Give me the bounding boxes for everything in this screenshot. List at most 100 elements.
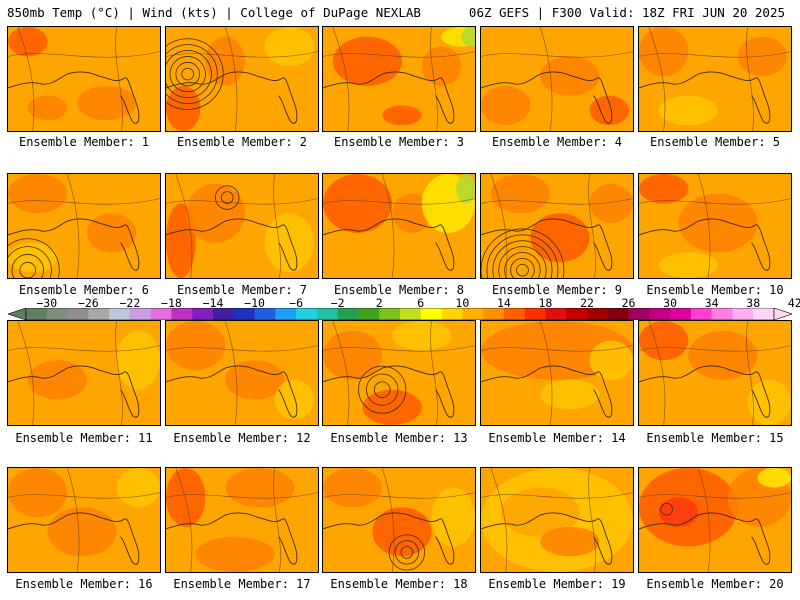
temperature-shading bbox=[116, 468, 160, 508]
temperature-shading bbox=[323, 174, 393, 233]
colorbar-tick-label: 30 bbox=[663, 296, 678, 310]
ensemble-panel-9 bbox=[480, 173, 634, 279]
temperature-shading bbox=[658, 95, 718, 126]
closed-contour bbox=[358, 365, 407, 414]
ensemble-panel-16 bbox=[7, 467, 161, 573]
coastline bbox=[166, 365, 298, 418]
colorbar-segment bbox=[379, 308, 401, 320]
temperature-shading bbox=[421, 46, 462, 86]
temperature-shading bbox=[639, 174, 689, 204]
temperature-shading bbox=[323, 468, 383, 508]
temperature-shading bbox=[225, 468, 295, 508]
temperature-shading bbox=[481, 85, 531, 126]
closed-contour bbox=[481, 228, 565, 278]
ensemble-panel-19 bbox=[480, 467, 634, 573]
ensemble-panel-5 bbox=[638, 26, 792, 132]
temperature-shading bbox=[166, 468, 206, 527]
height-contour bbox=[332, 27, 350, 131]
ensemble-member-label: Ensemble Member: 3 bbox=[333, 135, 465, 149]
temperature-shading bbox=[27, 360, 87, 400]
ensemble-member-label: Ensemble Member: 20 bbox=[646, 577, 784, 591]
temperature-map bbox=[639, 321, 791, 425]
ensemble-panel-3 bbox=[322, 26, 476, 132]
height-contour bbox=[323, 51, 475, 58]
colorbar-segment bbox=[503, 308, 526, 320]
colorbar-segment bbox=[670, 308, 692, 320]
colorbar-segment bbox=[711, 308, 733, 320]
closed-contour bbox=[166, 44, 218, 104]
colorbar-segment bbox=[316, 308, 339, 320]
colorbar-segment bbox=[524, 308, 546, 320]
colorbar-tick-label: 34 bbox=[704, 296, 719, 310]
closed-contour bbox=[11, 254, 44, 278]
ensemble-panel-13 bbox=[322, 320, 476, 426]
colorbar-segment bbox=[441, 308, 463, 320]
closed-contour bbox=[181, 67, 195, 81]
temperature-map bbox=[481, 27, 633, 131]
closed-contour bbox=[366, 373, 399, 406]
ensemble-member-label: Ensemble Member: 5 bbox=[649, 135, 781, 149]
height-contour bbox=[224, 321, 238, 425]
ensemble-panel-7 bbox=[165, 173, 319, 279]
closed-contour bbox=[400, 546, 414, 559]
closed-contour bbox=[486, 234, 559, 278]
height-contour bbox=[381, 174, 395, 278]
coastline bbox=[323, 218, 455, 271]
temperature-map bbox=[166, 174, 318, 278]
height-contour bbox=[66, 174, 80, 278]
coastline bbox=[8, 71, 140, 124]
ensemble-panel-17 bbox=[165, 467, 319, 573]
ensemble-member-label: Ensemble Member: 12 bbox=[173, 431, 311, 445]
ensemble-panel-8 bbox=[322, 173, 476, 279]
ensemble-member-label: Ensemble Member: 2 bbox=[176, 135, 308, 149]
height-contour bbox=[697, 174, 711, 278]
height-contour bbox=[8, 345, 160, 352]
closed-contour bbox=[498, 246, 547, 278]
height-contour bbox=[323, 492, 475, 499]
temperature-map bbox=[639, 27, 791, 131]
colorbar-segment bbox=[192, 308, 214, 320]
temperature-shading bbox=[658, 252, 718, 278]
colorbar-segment bbox=[109, 308, 131, 320]
height-contour bbox=[323, 198, 475, 205]
coastline bbox=[8, 512, 140, 565]
coastline bbox=[639, 365, 771, 418]
colorbar-segment bbox=[296, 308, 318, 320]
ensemble-member-label: Ensemble Member: 4 bbox=[491, 135, 623, 149]
colorbar-segment bbox=[337, 308, 359, 320]
height-contour bbox=[332, 321, 350, 425]
colorbar-tick-label: −22 bbox=[119, 296, 141, 310]
colorbar-segment bbox=[275, 308, 297, 320]
temperature-map bbox=[8, 174, 160, 278]
ensemble-panel-15 bbox=[638, 320, 792, 426]
height-contour bbox=[8, 51, 160, 58]
height-contour bbox=[481, 198, 633, 205]
temperature-shading bbox=[116, 330, 160, 390]
colorbar-tick-label: 2 bbox=[375, 296, 383, 310]
temperature-shading bbox=[8, 174, 68, 214]
colorbar-tick-label: 6 bbox=[417, 296, 425, 310]
closed-contour bbox=[166, 38, 224, 110]
temperature-shading bbox=[678, 193, 758, 253]
height-contour bbox=[490, 174, 508, 278]
temperature-map bbox=[481, 321, 633, 425]
temperature-shading bbox=[47, 507, 117, 557]
ensemble-member-label: Ensemble Member: 10 bbox=[646, 283, 784, 297]
colorbar-tick-label: 26 bbox=[621, 296, 636, 310]
coastline bbox=[323, 71, 455, 124]
height-contour bbox=[648, 27, 666, 131]
temperature-shading bbox=[490, 174, 551, 214]
ensemble-panel-11 bbox=[7, 320, 161, 426]
colorbar-tick-label: 18 bbox=[538, 296, 553, 310]
closed-contour bbox=[394, 540, 420, 565]
temperature-shading bbox=[658, 497, 699, 527]
height-contour bbox=[66, 468, 80, 572]
height-contour bbox=[8, 492, 160, 499]
ensemble-member-label: Ensemble Member: 14 bbox=[488, 431, 626, 445]
temperature-map bbox=[639, 174, 791, 278]
temperature-shading bbox=[362, 389, 422, 425]
closed-contour bbox=[169, 56, 206, 93]
temperature-shading bbox=[540, 56, 600, 96]
temperature-shading bbox=[8, 242, 58, 273]
colorbar-tick-label: −14 bbox=[202, 296, 224, 310]
